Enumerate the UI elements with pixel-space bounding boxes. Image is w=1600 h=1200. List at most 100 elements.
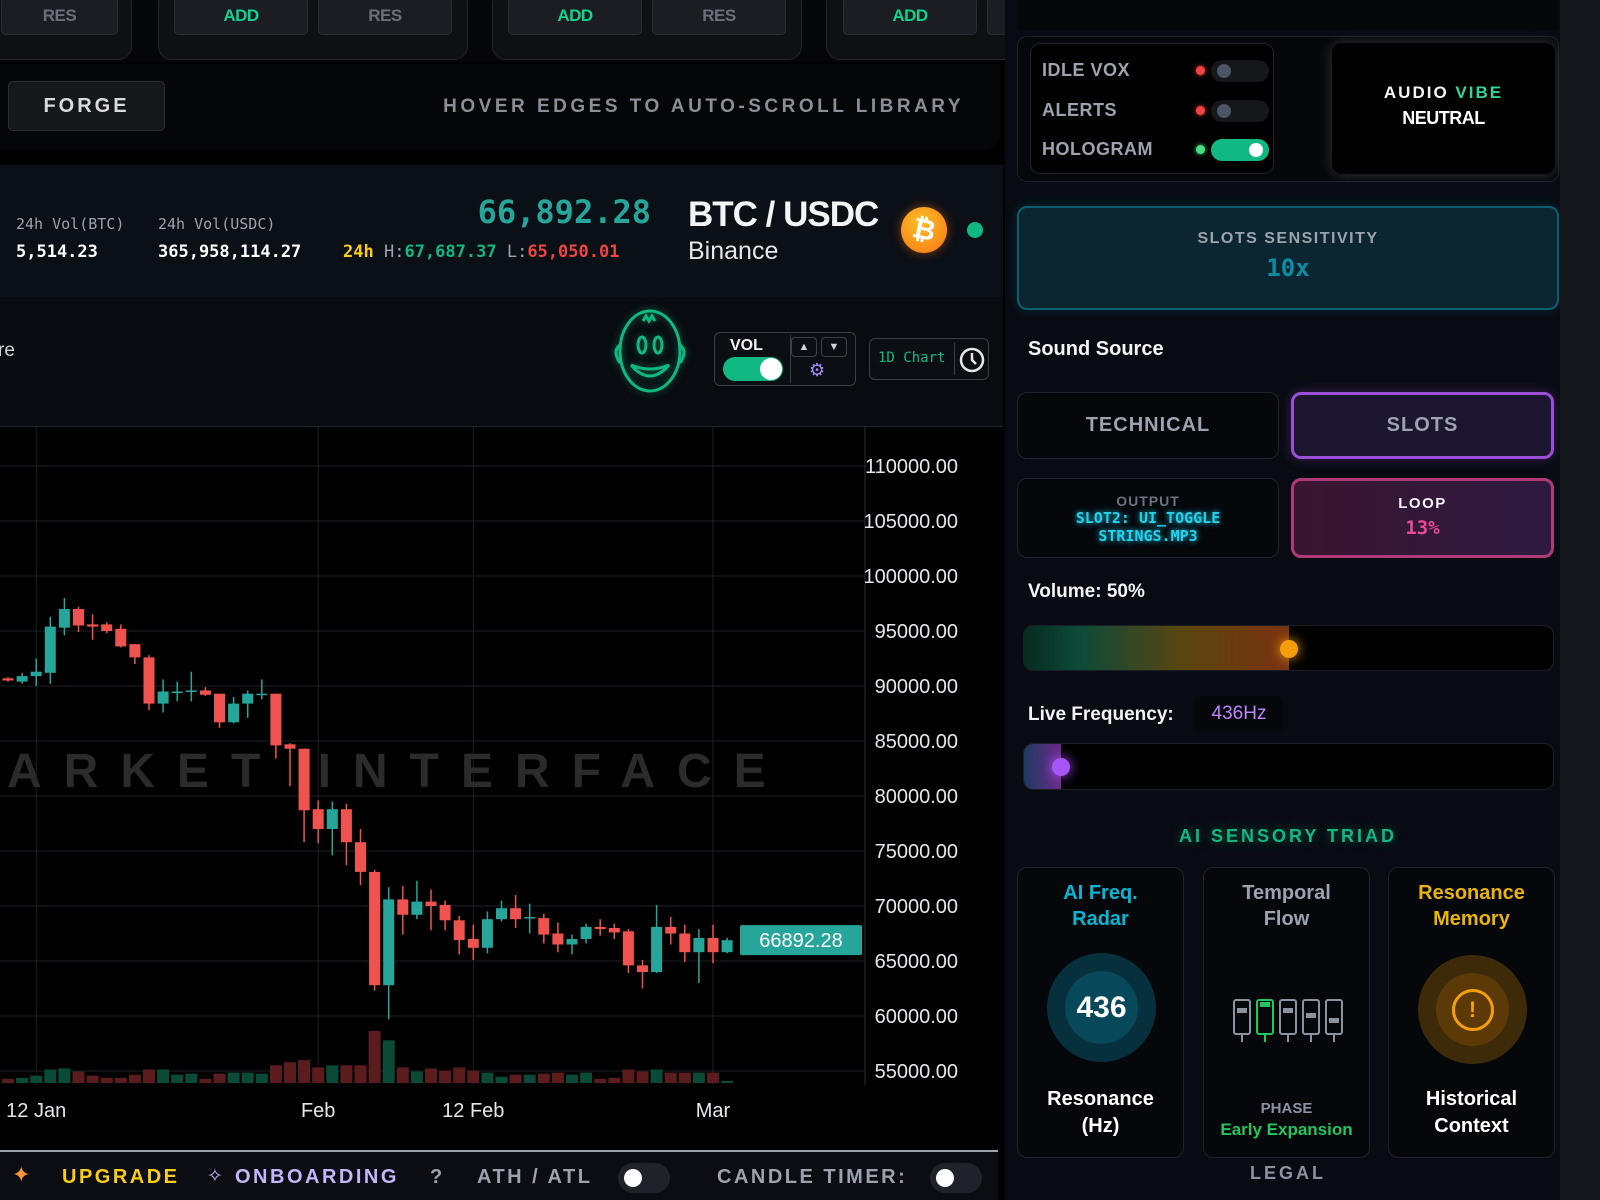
- scrollbar[interactable]: [1560, 0, 1600, 1200]
- volume-bar: [509, 1074, 522, 1083]
- mixer-faders-icon: [1233, 999, 1343, 1042]
- reset-button[interactable]: RES: [1, 0, 118, 35]
- candle: [594, 919, 606, 936]
- frequency-label: Live Frequency:: [1028, 704, 1174, 725]
- candle: [665, 917, 677, 945]
- help-button[interactable]: ?: [430, 1166, 445, 1188]
- volume-bar: [678, 1072, 691, 1083]
- candle-body: [481, 919, 493, 948]
- volume-bar: [269, 1065, 282, 1083]
- volume-bar: [241, 1072, 254, 1083]
- add-button[interactable]: ADD: [508, 0, 642, 35]
- radar-value: 436: [1065, 971, 1138, 1044]
- hologram-led: [1196, 145, 1205, 154]
- volume-bar: [608, 1077, 621, 1083]
- volume-bar: [30, 1075, 43, 1083]
- price-tick-label: 60000.00: [875, 1006, 958, 1028]
- candle-body: [228, 703, 240, 723]
- onboarding-button[interactable]: ONBOARDING: [235, 1166, 399, 1188]
- sensitivity-control[interactable]: SLOTS SENSITIVITY 10x: [1017, 206, 1559, 310]
- clock-icon: [959, 347, 985, 373]
- source-technical-button[interactable]: TECHNICAL: [1017, 392, 1279, 459]
- idle-vox-toggle[interactable]: [1211, 60, 1269, 82]
- candle: [566, 934, 578, 955]
- loop-button[interactable]: LOOP 13%: [1291, 478, 1554, 558]
- candle: [58, 598, 70, 636]
- candle: [242, 690, 254, 718]
- candle: [481, 911, 493, 954]
- card-bottom-line2: Context: [1434, 1115, 1509, 1137]
- price-chart[interactable]: MARKET INTERFACE 110000.00 105000.00 10000…: [0, 427, 1000, 1150]
- add-button[interactable]: ADD: [843, 0, 977, 35]
- card-title-line2: Memory: [1433, 908, 1510, 930]
- volume-bar: [143, 1069, 155, 1083]
- add-button[interactable]: ADD: [174, 0, 308, 35]
- volume-slider-thumb[interactable]: [1279, 640, 1298, 658]
- candle-body: [58, 609, 70, 628]
- high-value: 67,687.37: [404, 242, 497, 262]
- candle-body: [580, 926, 592, 939]
- volume-bar: [44, 1069, 57, 1083]
- upgrade-button[interactable]: UPGRADE: [62, 1166, 180, 1188]
- legal-link[interactable]: LEGAL: [1250, 1163, 1326, 1183]
- candle: [721, 937, 733, 954]
- high-label: H:: [383, 242, 405, 262]
- alerts-toggle[interactable]: [1211, 100, 1269, 122]
- date-tick-label: 12 Jan: [6, 1100, 66, 1122]
- candlestick-chart[interactable]: MARKET INTERFACE 110000.00 105000.00 10000…: [0, 427, 1000, 1150]
- candle: [510, 895, 522, 928]
- frequency-slider[interactable]: [1023, 743, 1554, 790]
- candle-body: [157, 691, 169, 704]
- candle: [707, 924, 719, 964]
- candle-body: [665, 926, 677, 934]
- interval-button[interactable]: 1D Chart: [869, 338, 989, 380]
- candle-timer-toggle[interactable]: [930, 1163, 982, 1193]
- radar-gauge: 436: [1047, 953, 1156, 1062]
- vol-label: VOL: [730, 337, 763, 354]
- source-slots-button[interactable]: SLOTS: [1291, 392, 1554, 459]
- price-tick-label: 70000.00: [875, 896, 958, 918]
- candle-body: [594, 926, 606, 930]
- slot-bar: RES ADD RES ADD RES ADD: [0, 0, 1026, 62]
- vol-usdc-label: 24h Vol(USDC): [158, 215, 276, 233]
- volume-bar: [453, 1067, 466, 1083]
- volume-bar: [298, 1060, 311, 1083]
- candle-body: [87, 624, 99, 627]
- candle: [340, 803, 352, 866]
- vol-up-button[interactable]: ▲: [791, 337, 817, 357]
- volume-bar: [495, 1076, 508, 1083]
- volume-bar: [368, 1031, 381, 1083]
- vol-btc-value: 5,514.23: [16, 242, 98, 262]
- candle-body: [637, 965, 648, 972]
- range-label: 24h: [343, 242, 374, 262]
- volume-bar: [580, 1072, 593, 1083]
- reset-button[interactable]: RES: [318, 0, 452, 35]
- volume-bar: [354, 1065, 367, 1083]
- volume-bar: [664, 1072, 677, 1083]
- candle: [228, 697, 240, 724]
- vol-down-button[interactable]: ▼: [821, 337, 847, 357]
- sound-source-label: Sound Source: [1028, 338, 1164, 360]
- candle-body: [397, 899, 409, 915]
- candle-body: [101, 624, 113, 631]
- volume-bar: [284, 1062, 296, 1083]
- vol-toggle[interactable]: [723, 357, 783, 381]
- slot-group: RES: [0, 0, 132, 60]
- candle-body: [185, 690, 197, 692]
- volume-bar: [2, 1078, 14, 1083]
- gear-icon[interactable]: ⚙: [809, 360, 826, 380]
- ath-atl-toggle[interactable]: [618, 1163, 670, 1193]
- date-tick-label: Feb: [301, 1100, 335, 1122]
- candle: [439, 900, 451, 931]
- candle-body: [453, 920, 465, 941]
- ai-face-icon[interactable]: [605, 303, 695, 403]
- volume-slider[interactable]: [1023, 625, 1554, 671]
- frequency-slider-thumb[interactable]: [1052, 758, 1071, 776]
- candle-body: [439, 904, 451, 921]
- forge-button[interactable]: FORGE: [8, 81, 165, 131]
- volume-bar: [72, 1071, 85, 1083]
- candle: [355, 829, 366, 886]
- forge-row: FORGE HOVER EDGES TO AUTO-SCROLL LIBRARY: [0, 64, 1000, 150]
- hologram-toggle[interactable]: [1211, 139, 1269, 161]
- reset-button[interactable]: RES: [652, 0, 786, 35]
